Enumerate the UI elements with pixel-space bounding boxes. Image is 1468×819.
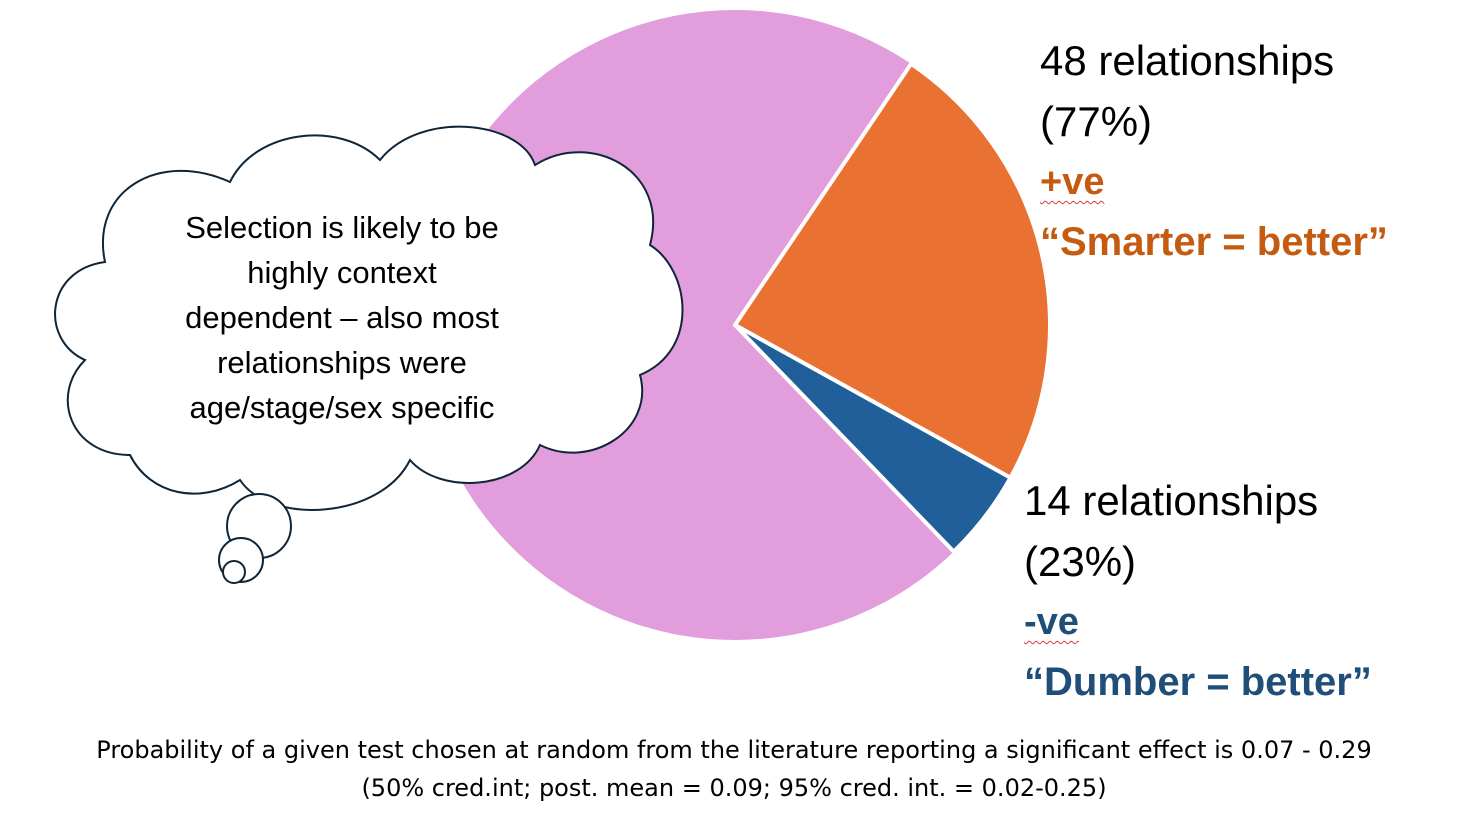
footer-note: Probability of a given test chosen at ra… bbox=[0, 731, 1468, 807]
thought-cloud bbox=[54, 125, 684, 511]
negative-percent-label: (23%) bbox=[1024, 538, 1137, 585]
negative-label-group: 14 relationships (23%) -ve “Dumber = bet… bbox=[1024, 470, 1464, 712]
negative-quote-label: “Dumber = better” bbox=[1024, 660, 1372, 704]
thought-line: highly context bbox=[247, 255, 437, 290]
thought-line: dependent – also most bbox=[185, 300, 499, 335]
pie-slice-negative bbox=[733, 323, 1013, 554]
negative-count-label: 14 relationships bbox=[1024, 477, 1319, 524]
positive-quote-label: “Smarter = better” bbox=[1040, 220, 1388, 264]
thought-line: relationships were bbox=[217, 345, 467, 380]
positive-label-group: 48 relationships (77%) +ve “Smarter = be… bbox=[1040, 30, 1468, 272]
positive-count-label: 48 relationships bbox=[1040, 37, 1335, 84]
footer-line-2: (50% cred.int; post. mean = 0.09; 95% cr… bbox=[361, 774, 1107, 802]
negative-sign-label: -ve bbox=[1024, 601, 1079, 643]
thought-bubble-text: Selection is likely to be highly context… bbox=[150, 205, 534, 430]
thought-line: age/stage/sex specific bbox=[189, 390, 495, 425]
thought-bubble bbox=[54, 125, 684, 584]
positive-percent-label: (77%) bbox=[1040, 98, 1153, 145]
thought-line: Selection is likely to be bbox=[185, 210, 499, 245]
footer-line-1: Probability of a given test chosen at ra… bbox=[96, 736, 1372, 764]
pie-slice-positive bbox=[733, 61, 1052, 480]
thought-circle-small bbox=[222, 560, 246, 584]
positive-sign-label: +ve bbox=[1040, 161, 1105, 203]
